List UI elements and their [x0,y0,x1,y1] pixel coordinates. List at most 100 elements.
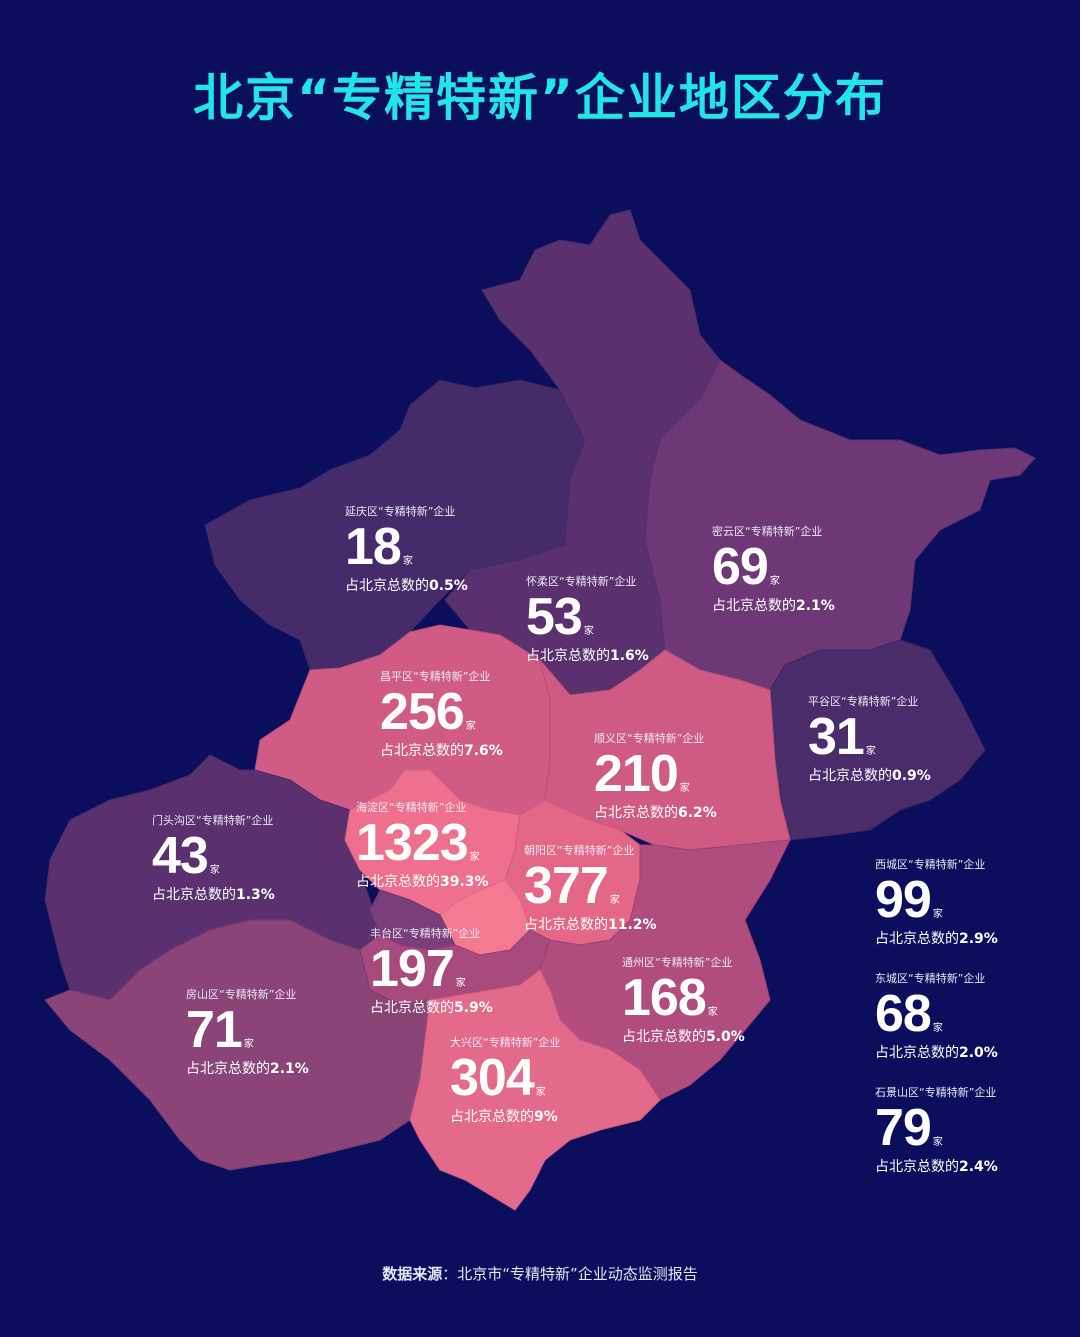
district-share: 2.0% [959,1045,998,1061]
share-prefix: 占北京总数的 [524,917,608,933]
district-chaoyang: 朝阳区“专精特新”企业 377 家 占北京总数的11.2% [524,842,657,934]
district-count: 18 [345,518,402,576]
district-label: 东城区“专精特新”企业 [875,972,986,985]
district-count: 43 [152,827,209,885]
district-unit: 家 [932,1023,943,1034]
district-count: 31 [808,708,865,766]
share-prefix: 占北京总数的 [594,805,678,821]
share-prefix: 占北京总数的 [186,1061,270,1077]
district-label: 密云区“专精特新”企业 [712,525,823,538]
district-label: 平谷区“专精特新”企业 [808,695,919,708]
district-unit: 家 [535,1087,546,1098]
district-label: 通州区“专精特新”企业 [622,956,733,969]
district-label: 昌平区“专精特新”企业 [380,670,491,683]
district-count: 79 [875,1099,932,1157]
district-mentougou: 门头沟区“专精特新”企业 43 家 占北京总数的1.3% [152,812,275,904]
district-count: 197 [370,940,455,998]
share-prefix: 占北京总数的 [808,768,892,784]
district-unit: 家 [455,978,466,989]
district-count: 304 [450,1049,535,1107]
district-count: 68 [875,985,932,1043]
page-title: 北京“专精特新”企业地区分布 [193,69,887,127]
district-label: 门头沟区“专精特新”企业 [152,814,274,827]
share-prefix: 占北京总数的 [712,598,796,614]
district-label: 海淀区“专精特新”企业 [356,801,467,814]
district-unit: 家 [583,626,594,637]
district-changping: 昌平区“专精特新”企业 256 家 占北京总数的7.6% [380,668,503,760]
district-label: 丰台区“专精特新”企业 [370,927,481,940]
district-share: 9% [534,1109,558,1125]
district-label: 顺义区“专精特新”企业 [594,732,705,745]
district-unit: 家 [769,576,780,587]
district-count: 256 [380,683,465,741]
district-label: 怀柔区“专精特新”企业 [526,575,637,588]
share-prefix: 占北京总数的 [356,874,440,890]
district-dongcheng: 东城区“专精特新”企业 68 家 占北京总数的2.0% [875,970,998,1062]
district-count: 69 [712,538,769,596]
district-unit: 家 [865,746,876,757]
district-share: 1.3% [236,887,275,903]
district-unit: 家 [209,865,220,876]
district-count: 99 [875,871,932,929]
district-count: 53 [526,588,583,646]
district-label: 房山区“专精特新”企业 [186,988,297,1001]
district-fangshan: 房山区“专精特新”企业 71 家 占北京总数的2.1% [186,986,309,1078]
district-label: 西城区“专精特新”企业 [875,858,986,871]
region-daxing [409,969,661,1211]
district-label: 延庆区“专精特新”企业 [345,505,456,518]
district-share: 39.3% [440,874,489,890]
share-prefix: 占北京总数的 [622,1029,706,1045]
district-share: 2.1% [270,1061,309,1077]
district-unit: 家 [679,783,690,794]
district-count: 71 [186,1001,243,1059]
district-label: 石景山区“专精特新”企业 [875,1086,997,1099]
district-daxing: 大兴区“专精特新”企业 304 家 占北京总数的9% [450,1034,560,1126]
district-pinggu: 平谷区“专精特新”企业 31 家 占北京总数的0.9% [808,693,931,785]
share-prefix: 占北京总数的 [345,578,429,594]
district-share: 7.6% [464,743,503,759]
district-miyun: 密云区“专精特新”企业 69 家 占北京总数的2.1% [712,523,835,615]
district-huairou: 怀柔区“专精特新”企业 53 家 占北京总数的1.6% [526,573,649,665]
district-share: 0.9% [892,768,931,784]
region-miyun [644,359,1036,691]
district-shijingshan: 石景山区“专精特新”企业 79 家 占北京总数的2.4% [875,1084,998,1176]
data-source: 数据来源：北京市“专精特新”企业动态监测报告 [0,1263,1080,1284]
district-count: 377 [524,857,609,915]
district-fengtai: 丰台区“专精特新”企业 197 家 占北京总数的5.9% [370,925,493,1017]
district-xicheng: 西城区“专精特新”企业 99 家 占北京总数的2.9% [875,856,998,948]
district-share: 2.1% [796,598,835,614]
district-unit: 家 [465,721,476,732]
share-prefix: 占北京总数的 [450,1109,534,1125]
district-share: 5.9% [454,1000,493,1016]
share-prefix: 占北京总数的 [380,743,464,759]
district-count: 168 [622,969,707,1027]
district-unit: 家 [932,909,943,920]
district-tongzhou: 通州区“专精特新”企业 168 家 占北京总数的5.0% [622,954,745,1046]
share-prefix: 占北京总数的 [875,1159,959,1175]
district-count: 1323 [356,814,469,872]
district-unit: 家 [243,1039,254,1050]
district-label: 朝阳区“专精特新”企业 [524,844,635,857]
district-unit: 家 [932,1137,943,1148]
district-unit: 家 [707,1007,718,1018]
district-share: 5.0% [706,1029,745,1045]
share-prefix: 占北京总数的 [370,1000,454,1016]
share-prefix: 占北京总数的 [875,1045,959,1061]
district-label: 大兴区“专精特新”企业 [450,1036,561,1049]
share-prefix: 占北京总数的 [526,648,610,664]
data-source-text: ：北京市“专精特新”企业动态监测报告 [442,1265,698,1283]
district-share: 0.5% [429,578,468,594]
district-haidian: 海淀区“专精特新”企业 1323 家 占北京总数的39.3% [356,799,489,891]
share-prefix: 占北京总数的 [152,887,236,903]
data-source-key: 数据来源 [382,1265,443,1283]
district-share: 11.2% [608,917,657,933]
district-share: 6.2% [678,805,717,821]
district-share: 1.6% [610,648,649,664]
district-unit: 家 [609,895,620,906]
district-unit: 家 [469,852,480,863]
district-unit: 家 [402,556,413,567]
share-prefix: 占北京总数的 [875,931,959,947]
district-shunyi: 顺义区“专精特新”企业 210 家 占北京总数的6.2% [594,730,717,822]
district-share: 2.4% [959,1159,998,1175]
